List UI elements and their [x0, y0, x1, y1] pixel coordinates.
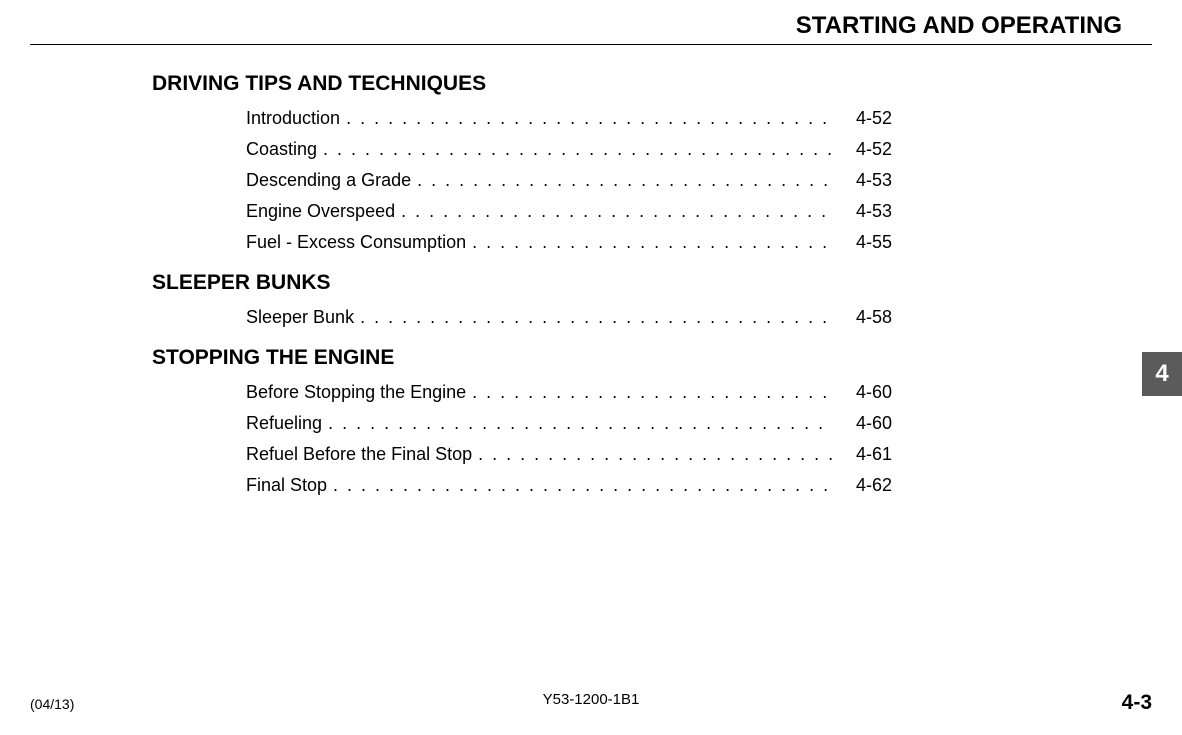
- toc-page: 4-60: [838, 382, 892, 403]
- toc-label: Engine Overspeed: [246, 201, 395, 222]
- toc-entry: Final Stop .............................…: [246, 475, 892, 496]
- toc-dots: .....................................: [360, 307, 832, 328]
- toc-entry: Before Stopping the Engine .............…: [246, 382, 892, 403]
- toc-page: 4-55: [838, 232, 892, 253]
- section-heading: SLEEPER BUNKS: [152, 271, 892, 295]
- toc-dots: .....................................: [333, 475, 832, 496]
- toc-content: DRIVING TIPS AND TECHNIQUES Introduction…: [152, 72, 892, 506]
- toc-dots: .....................................: [472, 232, 832, 253]
- toc-dots: .....................................: [323, 139, 832, 160]
- footer-date: (04/13): [30, 696, 74, 712]
- toc-page: 4-61: [838, 444, 892, 465]
- toc-page: 4-52: [838, 139, 892, 160]
- toc-label: Coasting: [246, 139, 317, 160]
- toc-page: 4-60: [838, 413, 892, 434]
- toc-dots: .....................................: [472, 382, 832, 403]
- toc-page: 4-62: [838, 475, 892, 496]
- toc-label: Before Stopping the Engine: [246, 382, 466, 403]
- toc-page: 4-53: [838, 201, 892, 222]
- toc-page: 4-52: [838, 108, 892, 129]
- toc-page: 4-58: [838, 307, 892, 328]
- toc-label: Final Stop: [246, 475, 327, 496]
- header-rule: [30, 44, 1152, 45]
- toc-entry: Refuel Before the Final Stop ...........…: [246, 444, 892, 465]
- toc-label: Sleeper Bunk: [246, 307, 354, 328]
- toc-entry: Refueling ..............................…: [246, 413, 892, 434]
- toc-label: Fuel - Excess Consumption: [246, 232, 466, 253]
- footer-page-number: 4-3: [1122, 691, 1152, 715]
- toc-entry: Fuel - Excess Consumption ..............…: [246, 232, 892, 253]
- toc-dots: .....................................: [417, 170, 832, 191]
- toc-entry: Descending a Grade .....................…: [246, 170, 892, 191]
- toc-label: Introduction: [246, 108, 340, 129]
- toc-entry: Sleeper Bunk ...........................…: [246, 307, 892, 328]
- footer-doc-id: Y53-1200-1B1: [543, 691, 640, 708]
- toc-label: Refueling: [246, 413, 322, 434]
- chapter-tab: 4: [1142, 352, 1182, 396]
- toc-label: Refuel Before the Final Stop: [246, 444, 472, 465]
- toc-dots: .....................................: [401, 201, 832, 222]
- toc-dots: .....................................: [328, 413, 832, 434]
- page-footer: (04/13) Y53-1200-1B1 4-3: [30, 691, 1152, 715]
- chapter-title: STARTING AND OPERATING: [796, 12, 1122, 40]
- toc-entry: Coasting ...............................…: [246, 139, 892, 160]
- section-heading: STOPPING THE ENGINE: [152, 346, 892, 370]
- section-heading: DRIVING TIPS AND TECHNIQUES: [152, 72, 892, 96]
- toc-label: Descending a Grade: [246, 170, 411, 191]
- toc-entry: Engine Overspeed .......................…: [246, 201, 892, 222]
- toc-page: 4-53: [838, 170, 892, 191]
- toc-dots: .....................................: [478, 444, 832, 465]
- toc-entry: Introduction ...........................…: [246, 108, 892, 129]
- toc-dots: .....................................: [346, 108, 832, 129]
